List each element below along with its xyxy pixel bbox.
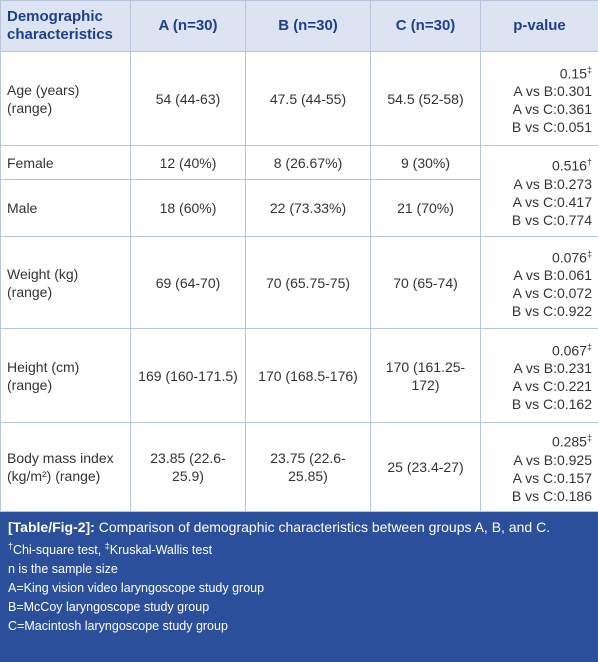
p-value: 0.067‡ [487, 338, 592, 360]
comparison: A vs B:0.925 [513, 451, 592, 468]
cell: 9 (30%) [370, 145, 481, 180]
caption-text: Comparison of demographic characteristic… [98, 519, 551, 535]
footnote-mark: † [8, 541, 14, 551]
p-value-cell: 0.516† A vs B:0.273 A vs C:0.417 B vs C:0.7… [480, 145, 598, 237]
header-row: Demographic characteristics A (n=30) B (n=… [0, 0, 598, 52]
cell: 23.75 (22.6-25.85) [245, 422, 371, 512]
p-number: 0.076 [551, 249, 587, 266]
comparison: B vs C:0.774 [511, 211, 592, 228]
cell: 169 (160-171.5) [130, 328, 246, 423]
p-value: 0.076‡ [487, 245, 592, 267]
data-table: Demographic characteristics A (n=30) B (n=… [0, 0, 598, 512]
table-row: Weight (kg) (range) 69 (64-70) 70 (65.75-7… [0, 236, 598, 329]
p-value-cell: 0.067‡ A vs B:0.231 A vs C:0.221 B vs C:0.1… [480, 328, 598, 423]
p-number: 0.285 [551, 433, 587, 450]
cell: 21 (70%) [370, 179, 481, 237]
note: n is the sample size [8, 562, 118, 577]
p-mark: ‡ [586, 341, 592, 352]
p-number: 0.067 [551, 342, 587, 359]
cell: 12 (40%) [130, 145, 246, 180]
cell: 23.85 (22.6-25.9) [130, 422, 246, 512]
cell: 54.5 (52-58) [370, 51, 481, 146]
table-row: Male 18 (60%) 22 (73.33%) 21 (70%) [0, 179, 598, 237]
footnote-text: Chi-square test, [13, 543, 102, 558]
comparison: A vs C:0.221 [512, 378, 592, 395]
note: C=Macintosh laryngoscope study group [8, 619, 228, 634]
caption: [Table/Fig-2]: Comparison of demographic… [0, 512, 598, 662]
comparison: A vs C:0.072 [512, 285, 592, 302]
p-value: 0.285‡ [487, 429, 592, 451]
cell: 18 (60%) [130, 179, 246, 237]
p-value: 0.15‡ [487, 61, 592, 83]
header-cell: C (n=30) [370, 0, 481, 52]
p-value-cell: 0.15‡ A vs B:0.301 A vs C:0.361 B vs C:0.05… [480, 51, 598, 146]
footnote-text: Kruskal-Wallis test [109, 543, 213, 558]
header-cell: p-value [480, 0, 598, 52]
caption-tag: [Table/Fig-2]: [8, 519, 95, 535]
header-cell: Demographic characteristics [0, 0, 131, 52]
p-value: 0.516† [487, 153, 592, 175]
footnotes: †Chi-square test, ‡Kruskal-Wallis test [8, 537, 590, 560]
p-mark: ‡ [586, 433, 592, 444]
row-label: Height (cm) (range) [0, 328, 131, 423]
p-mark: ‡ [586, 64, 592, 75]
comparison: B vs C:0.162 [511, 396, 592, 413]
cell: 69 (64-70) [130, 236, 246, 329]
table-row: Female 12 (40%) 8 (26.67%) 9 (30%) 0.516† A v… [0, 145, 598, 237]
cell: 47.5 (44-55) [245, 51, 371, 146]
p-number: 0.516 [551, 157, 587, 174]
table-row: Body mass index (kg/m²) (range) 23.85 (22… [0, 422, 598, 512]
p-number: 0.15 [559, 65, 587, 82]
comparison: A vs B:0.301 [513, 83, 592, 100]
comparison: A vs B:0.273 [513, 175, 592, 192]
row-label: Age (years) (range) [0, 51, 131, 146]
header-cell: B (n=30) [245, 0, 371, 52]
caption-line: [Table/Fig-2]: Comparison of demographic… [8, 518, 590, 537]
p-value-cell: 0.285‡ A vs B:0.925 A vs C:0.157 B vs C:0.1… [480, 422, 598, 512]
comparison: A vs C:0.157 [512, 469, 592, 486]
table-row: Age (years) (range) 54 (44-63) 47.5 (44-55… [0, 51, 598, 146]
note: A=King vision video laryngoscope study g… [8, 581, 265, 596]
comparison: B vs C:0.922 [511, 303, 592, 320]
row-label: Weight (kg) (range) [0, 236, 131, 329]
cell: 8 (26.67%) [245, 145, 371, 180]
cell: 70 (65-74) [370, 236, 481, 329]
cell: 22 (73.33%) [245, 179, 371, 237]
cell: 25 (23.4-27) [370, 422, 481, 512]
header-cell: A (n=30) [130, 0, 246, 52]
note: B=McCoy laryngoscope study group [8, 600, 210, 615]
row-label: Body mass index (kg/m²) (range) [0, 422, 131, 512]
cell: 54 (44-63) [130, 51, 246, 146]
cell: 170 (161.25-172) [370, 328, 481, 423]
p-value-cell: 0.076‡ A vs B:0.061 A vs C:0.072 B vs C:0.9… [480, 236, 598, 329]
comparison: A vs C:0.361 [512, 101, 592, 118]
row-label: Male [0, 179, 131, 237]
cell: 170 (168.5-176) [245, 328, 371, 423]
comparison: B vs C:0.186 [511, 487, 592, 504]
footnote-mark: ‡ [104, 541, 110, 551]
comparison: A vs C:0.417 [512, 193, 592, 210]
comparison: A vs B:0.231 [513, 360, 592, 377]
row-label: Female [0, 145, 131, 180]
comparison: A vs B:0.061 [513, 267, 592, 284]
p-mark: ‡ [586, 248, 592, 259]
table-row: Height (cm) (range) 169 (160-171.5) 170 (1… [0, 328, 598, 423]
comparison: B vs C:0.051 [511, 119, 592, 136]
p-mark: † [586, 157, 592, 168]
cell: 70 (65.75-75) [245, 236, 371, 329]
